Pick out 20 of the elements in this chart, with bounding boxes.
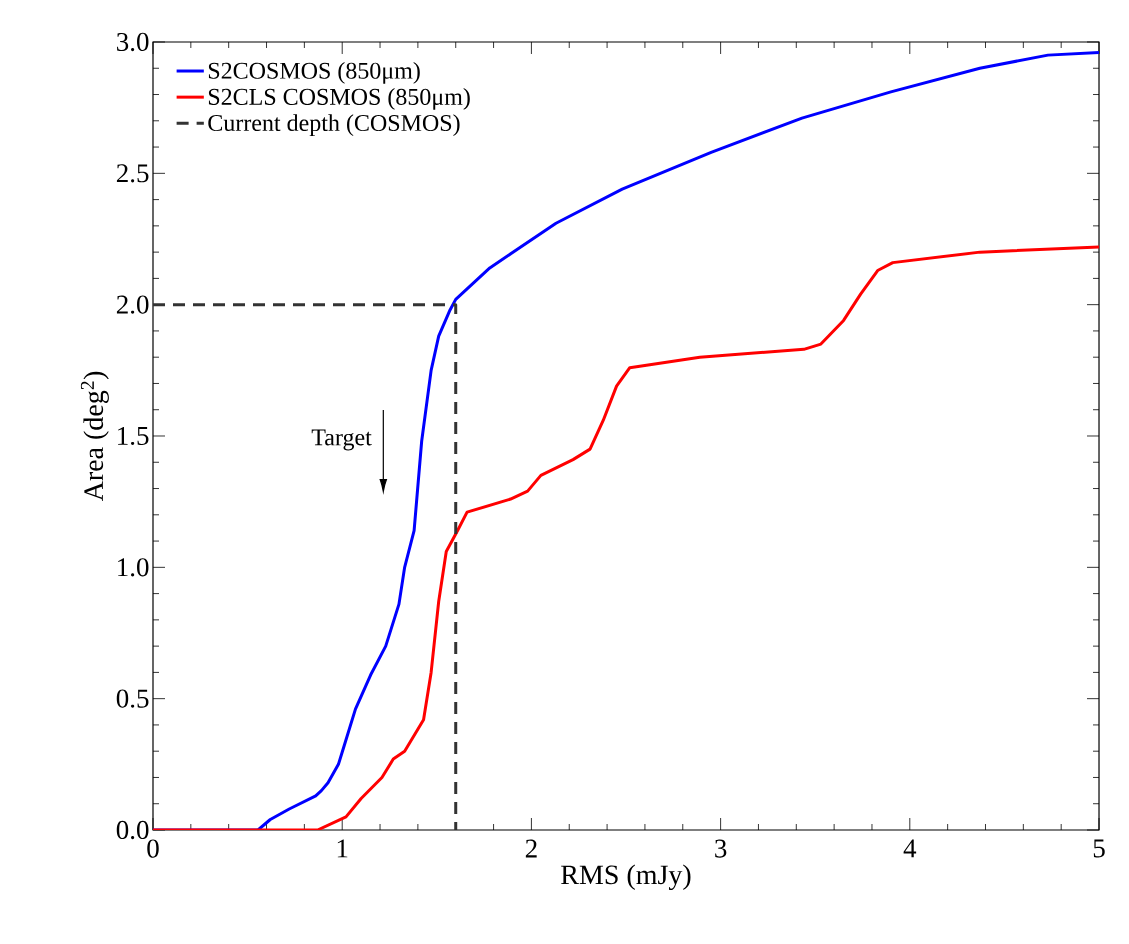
x-axis-title: RMS (mJy): [561, 864, 691, 891]
y-axis-title: Area (deg$^{2}$): [80, 371, 109, 502]
x-tick-label: 4: [903, 839, 917, 858]
annotation: Target: [311, 429, 372, 451]
x-tick-label: 2: [525, 839, 537, 858]
y-tick-label: 1.5: [118, 426, 149, 446]
x-tick-label: 0: [147, 839, 159, 858]
x-tick-label: 5: [1093, 839, 1105, 858]
y-tick-label: 1.0: [118, 558, 149, 577]
line-series: [153, 245, 1100, 830]
y-tick-label: 2.0: [116, 295, 149, 314]
x-tick-label: 3: [715, 839, 727, 858]
y-tick-label: 3.0: [117, 32, 149, 52]
legend-label: S2CLS COSMOS (850μm): [208, 88, 470, 110]
y-tick-label: 0.5: [116, 689, 149, 708]
legend-label: S2COSMOS (850μm): [208, 61, 420, 84]
y-tick-label: 0.0: [116, 820, 149, 840]
x-tick-label: 1: [337, 839, 348, 858]
y-tick-label: 2.5: [116, 164, 149, 183]
legend-label: Current depth (COSMOS): [208, 114, 460, 136]
